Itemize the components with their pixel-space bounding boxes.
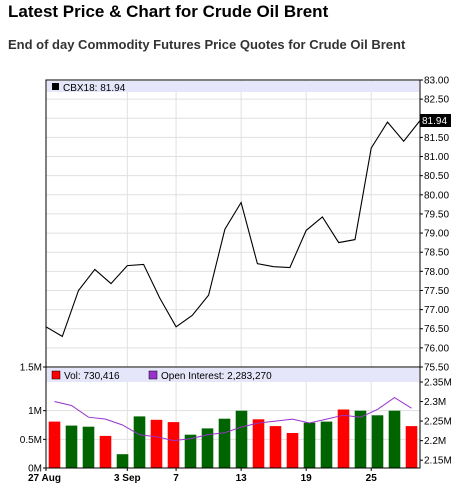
- date-tick-label: 27 Aug: [28, 473, 61, 484]
- volume-bar: [354, 410, 367, 468]
- volume-legend-swatch: [51, 370, 61, 380]
- volume-bar: [65, 425, 78, 468]
- price-legend: CBX18: 81.94: [47, 81, 419, 94]
- volume-legend-bg: [47, 368, 419, 382]
- volume-bar: [405, 426, 418, 468]
- price-tick-label: 78.50: [424, 248, 449, 259]
- oi-legend-swatch: [148, 370, 158, 380]
- volume-bar: [99, 435, 112, 468]
- volume-bar: [388, 410, 401, 468]
- open-interest-line: [54, 397, 412, 442]
- volume-bar: [252, 419, 265, 468]
- volume-tick-label: 1M: [28, 406, 42, 417]
- volume-bar: [184, 434, 197, 468]
- volume-tick-label: 0.5M: [20, 435, 42, 446]
- volume-bar: [320, 421, 333, 468]
- price-tick-label: 79.00: [424, 229, 449, 240]
- price-tick-label: 77.50: [424, 286, 449, 297]
- volume-legend-label: Vol: 730,416: [64, 371, 120, 382]
- date-axis-ticks: 27 Aug 3 Sep 7 13 19 25: [28, 468, 377, 484]
- volume-bar: [116, 454, 129, 468]
- price-legend-bg: [47, 81, 419, 92]
- volume-legend: Vol: 730,416 Open Interest: 2,283,270: [47, 368, 419, 382]
- price-series-line: [45, 120, 421, 338]
- volume-bar: [235, 410, 248, 468]
- volume-bar: [48, 421, 61, 468]
- price-tick-label: 78.00: [424, 267, 449, 278]
- volume-bar: [133, 416, 146, 468]
- last-price-marker: 81.94: [420, 114, 451, 127]
- page-subtitle: End of day Commodity Futures Price Quote…: [8, 37, 406, 52]
- last-price-box: [420, 114, 451, 127]
- volume-bar: [167, 422, 180, 468]
- oi-tick-label: 2.15M: [424, 456, 452, 467]
- oi-tick-label: 2.35M: [424, 378, 452, 389]
- oi-legend-label: Open Interest: 2,283,270: [161, 371, 272, 382]
- price-tick-label: 77.00: [424, 305, 449, 316]
- price-tick-label: 76.00: [424, 343, 449, 354]
- date-tick-label: 25: [366, 473, 378, 484]
- volume-bars: [48, 409, 418, 468]
- volume-bar: [286, 433, 299, 468]
- price-tick-label: 79.50: [424, 209, 449, 220]
- price-legend-label: CBX18: 81.94: [63, 83, 126, 94]
- volume-bar: [269, 426, 282, 468]
- volume-tick-label: 0M: [28, 464, 42, 475]
- oi-tick-label: 2.3M: [424, 397, 446, 408]
- price-tick-label: 81.00: [424, 152, 449, 163]
- price-panel-frame: [45, 79, 421, 368]
- open-interest-axis-ticks: 2.15M 2.2M 2.25M 2.3M 2.35M: [420, 378, 452, 467]
- volume-bar: [201, 428, 214, 468]
- date-tick-label: 7: [173, 473, 179, 484]
- price-grid: [46, 80, 420, 367]
- volume-bar: [371, 415, 384, 468]
- oi-tick-label: 2.25M: [424, 417, 452, 428]
- open-interest-series-line: [54, 397, 412, 442]
- last-price-label: 81.94: [422, 116, 447, 127]
- price-tick-label: 83.00: [424, 76, 449, 87]
- volume-tick-label: 1.5M: [20, 363, 42, 374]
- volume-bar: [303, 422, 316, 468]
- volume-bar: [82, 426, 95, 468]
- date-tick-label: 19: [301, 473, 313, 484]
- date-tick-label: 3 Sep: [114, 473, 141, 484]
- date-tick-label: 13: [236, 473, 248, 484]
- price-tick-label: 80.50: [424, 171, 449, 182]
- price-tick-label: 81.50: [424, 133, 449, 144]
- price-tick-label: 75.50: [424, 363, 449, 374]
- price-line: [45, 120, 421, 338]
- price-tick-label: 82.50: [424, 95, 449, 106]
- price-tick-label: 76.50: [424, 324, 449, 335]
- price-legend-swatch: [52, 83, 59, 90]
- volume-bar: [150, 419, 163, 468]
- page-title: Latest Price & Chart for Crude Oil Brent: [8, 2, 329, 21]
- oi-tick-label: 2.2M: [424, 436, 446, 447]
- price-tick-label: 80.00: [424, 190, 449, 201]
- volume-bar: [337, 409, 350, 468]
- volume-axis-ticks: 0M 0.5M 1M 1.5M: [20, 363, 46, 475]
- volume-panel-frame: [45, 366, 421, 469]
- volume-bar: [218, 418, 231, 468]
